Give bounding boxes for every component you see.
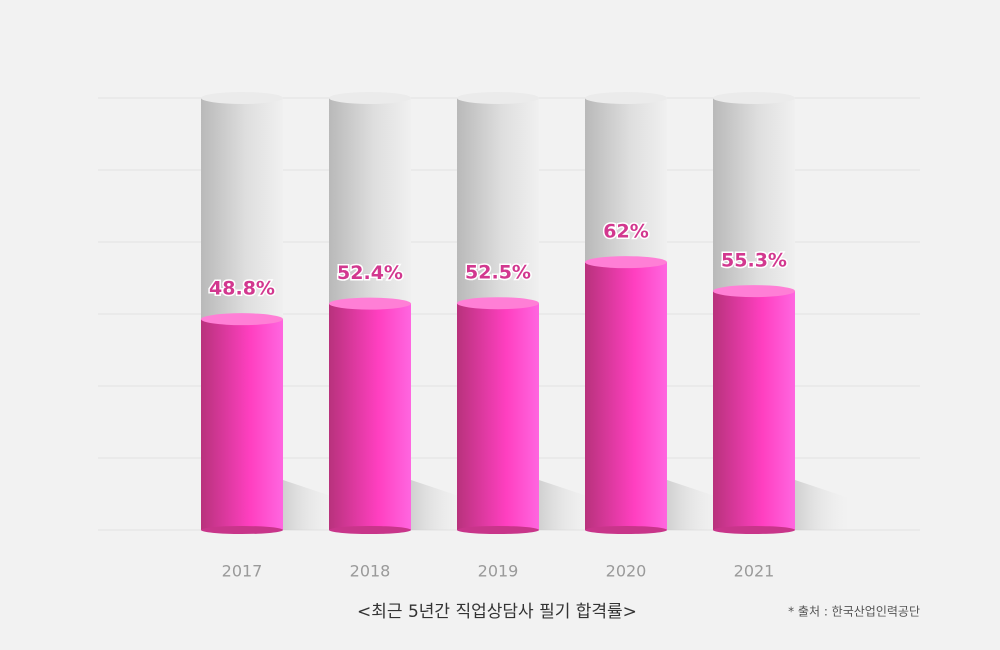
bar-bottom [201, 526, 283, 534]
bar [329, 303, 411, 530]
bar [713, 291, 795, 530]
value-label: 52.4% [337, 262, 403, 284]
backdrop-top [201, 92, 283, 104]
bar-bottom [585, 526, 667, 534]
value-label: 48.8% [209, 278, 275, 300]
backdrop-top [713, 92, 795, 104]
backdrop-top [585, 92, 667, 104]
bar-bottom [713, 526, 795, 534]
bar-top [201, 313, 283, 326]
bar-top [713, 285, 795, 298]
shadow [411, 480, 471, 530]
shadow [283, 480, 343, 530]
bar-top [585, 256, 667, 269]
x-tick-label: 2018 [350, 562, 391, 581]
bar-bottom [329, 526, 411, 534]
shadow [795, 480, 855, 530]
shadow [667, 480, 727, 530]
value-label: 52.5% [465, 262, 531, 284]
bar-top [329, 297, 411, 310]
bar-bottom [457, 526, 539, 534]
x-tick-label: 2017 [222, 562, 263, 581]
bar [201, 319, 283, 530]
source: * 출처 : 한국산업인력공단 [788, 605, 920, 619]
bar [457, 303, 539, 530]
backdrop-top [457, 92, 539, 104]
value-label: 55.3% [721, 250, 787, 272]
value-label: 62% [603, 221, 648, 243]
x-tick-label: 2021 [734, 562, 775, 581]
x-tick-label: 2019 [478, 562, 519, 581]
backdrop-top [329, 92, 411, 104]
bar-top [457, 297, 539, 310]
bar [585, 262, 667, 530]
shadow [539, 480, 599, 530]
x-tick-label: 2020 [606, 562, 647, 581]
chart-title: <최근 5년간 직업상담사 필기 합격률> [357, 602, 637, 622]
